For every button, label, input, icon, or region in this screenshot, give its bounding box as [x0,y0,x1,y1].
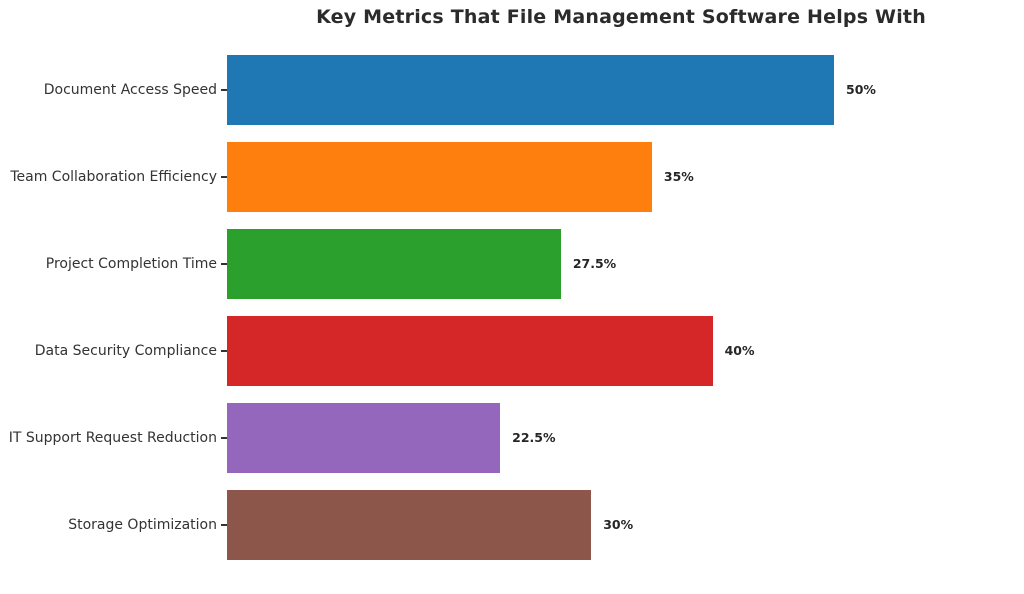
bar [227,142,652,212]
bar [227,229,561,299]
category-label: Project Completion Time [45,256,217,272]
bar-row: IT Support Request Reduction 22.5% [0,403,1024,473]
y-axis-tick-mark [221,437,227,439]
y-axis-tick-mark [221,524,227,526]
bar-value-label: 27.5% [572,256,617,271]
y-axis-tick-mark [221,263,227,265]
y-axis-tick-mark [221,350,227,352]
bar [227,490,592,560]
bar-value-label: 22.5% [512,430,556,445]
bar [227,316,713,386]
bar [227,403,501,473]
category-label: Storage Optimization [68,517,217,533]
plot-area: Document Access Speed 50% Team Collabora… [0,55,1024,577]
bar-row: Team Collaboration Efficiency 35% [0,142,1024,212]
category-label: Team Collaboration Efficiency [10,169,217,185]
bar-row: Data Security Compliance 40% [0,316,1024,386]
bar-row: Storage Optimization 30% [0,490,1024,560]
bar-value-label: 40% [724,343,755,358]
bar-row: Document Access Speed 50% [0,55,1024,125]
category-label: Data Security Compliance [34,343,217,359]
bar-row: Project Completion Time 27.5% [0,229,1024,299]
y-axis-tick-mark [221,176,227,178]
chart-title: Key Metrics That File Management Softwar… [316,6,926,28]
bar [227,55,834,125]
category-label: Document Access Speed [43,82,217,98]
bar-value-label: 35% [663,169,694,184]
bar-value-label: 50% [846,82,876,97]
y-axis-tick-mark [221,89,227,91]
category-label: IT Support Request Reduction [8,430,217,446]
bar-value-label: 30% [603,517,634,532]
